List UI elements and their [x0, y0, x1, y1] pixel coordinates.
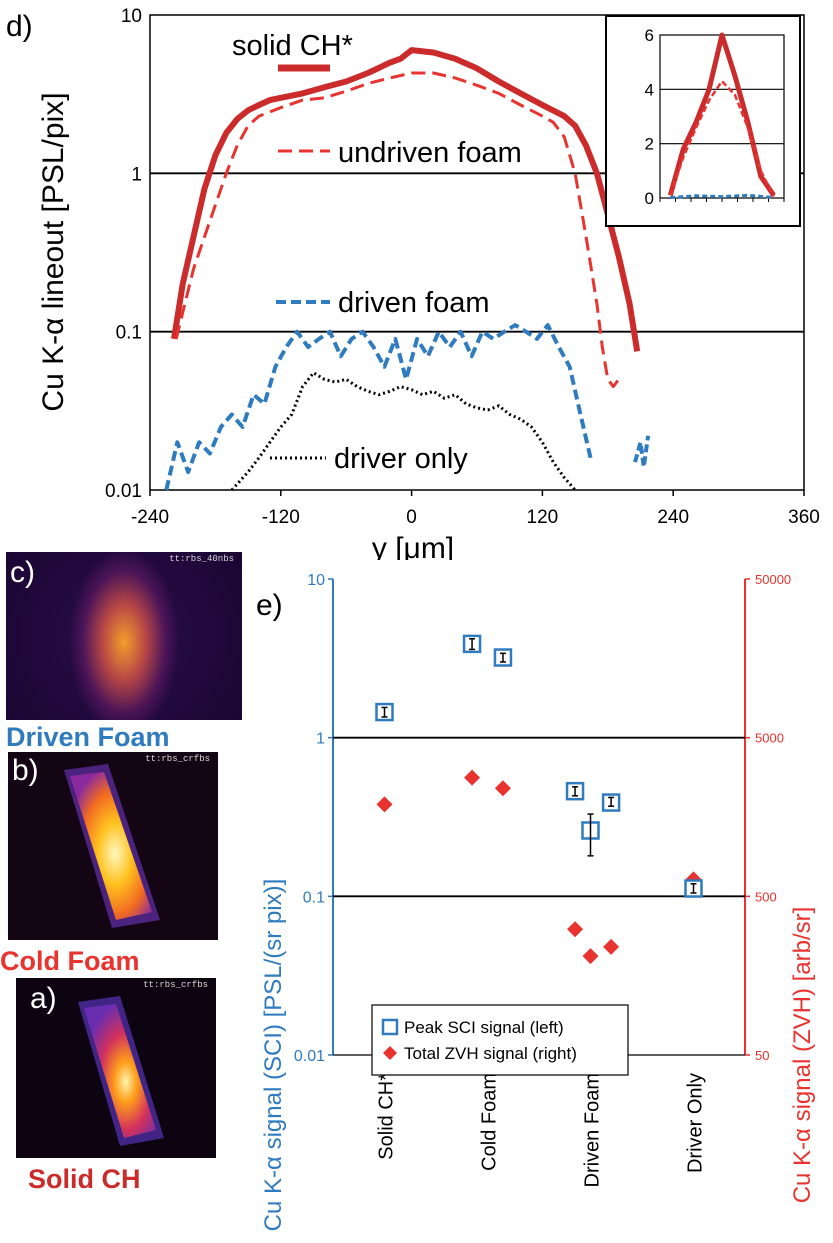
zvh-point	[582, 948, 599, 965]
panel-a-label: a)	[30, 982, 57, 1015]
panel-b-label: b)	[12, 754, 39, 787]
category-label: Driver Only	[685, 1073, 707, 1173]
legend-sci-marker	[381, 1018, 399, 1036]
x-tick-label: 360	[788, 507, 820, 528]
left-tick-label: 10	[307, 572, 325, 589]
y-tick-label: 0.1	[116, 323, 142, 344]
inset-frame	[605, 15, 801, 227]
x-tick-label: 0	[406, 507, 417, 528]
image-b-tag: tt:rbs_crfbs	[145, 754, 210, 764]
inset-y-tick-label: 0	[645, 189, 654, 208]
category-label: Cold Foam	[479, 1073, 501, 1171]
panel-d-xlabel: y [μm]	[372, 532, 454, 560]
legend-driven-label: driven foam	[338, 287, 490, 319]
panel-e-ylabel-right: Cu K-α signal (ZVH) [arb/sr]	[789, 907, 816, 1204]
caption-cold-foam: Cold Foam	[0, 946, 140, 976]
caption-solid-ch: Solid CH	[28, 1164, 141, 1194]
zvh-point	[376, 796, 393, 813]
y-tick-label: 10	[121, 6, 142, 27]
plot-frame	[149, 14, 805, 491]
x-tick-label: -120	[262, 507, 300, 528]
right-tick-label: 5000	[755, 731, 784, 746]
legend-sci-label: Peak SCI signal (left)	[404, 1018, 564, 1037]
panel-e-chart: e) Cu K-α signal (SCI) [PSL/(sr pix)] Cu…	[256, 572, 816, 1232]
panel-d-label: d)	[6, 10, 33, 43]
legend-undriven-label: undriven foam	[338, 137, 522, 169]
x-tick-label: 240	[657, 507, 689, 528]
panel-d-chart: Cu K-α lineout [PSL/pix] 10 1 0.1 0.01 -240 -…	[37, 6, 820, 560]
y-tick-label: 1	[131, 164, 142, 185]
zvh-point	[464, 769, 481, 786]
x-tick-label: -240	[131, 507, 169, 528]
series-driver-only	[230, 371, 577, 492]
zvh-point	[494, 780, 511, 797]
image-a-tag: tt:rbs_crfbs	[143, 980, 208, 990]
panel-e-ylabel-left: Cu K-α signal (SCI) [PSL/(sr pix)]	[260, 879, 287, 1232]
inset-series-undriven-foam	[669, 79, 775, 198]
series-solid-ch	[171, 47, 641, 352]
image-cold-foam: tt:rbs_crfbs	[8, 752, 218, 940]
category-label: Solid CH*	[376, 1073, 398, 1160]
y-tick-label: 0.01	[105, 481, 142, 502]
image-solid-ch: tt:rbs_crfbs	[16, 978, 216, 1158]
left-tick-label: 1	[316, 731, 325, 748]
caption-driven-foam: Driven Foam	[6, 722, 170, 752]
left-tick-label: 0.1	[303, 889, 325, 906]
left-tick-label: 0.01	[294, 1048, 325, 1065]
x-tick-label: 120	[527, 507, 559, 528]
series-driven-foam-tail	[633, 435, 651, 468]
panel-e-legend	[371, 1004, 629, 1076]
category-label: Driven Foam	[582, 1073, 604, 1187]
legend-zvh-label: Total ZVH signal (right)	[404, 1044, 577, 1063]
inset-y-tick-label: 4	[645, 80, 654, 99]
legend-driver-label: driver only	[334, 443, 468, 475]
inset-y-tick-label: 2	[645, 135, 654, 154]
legend-zvh-marker	[383, 1046, 397, 1060]
series-driven-foam	[164, 323, 594, 491]
inset-y-tick-label: 6	[645, 26, 654, 45]
zvh-point	[567, 921, 584, 938]
panel-e-label: e)	[256, 589, 283, 622]
legend-solid-label: solid CH*	[232, 30, 353, 62]
right-tick-label: 50	[755, 1048, 769, 1063]
panel-d-ylabel: Cu K-α lineout [PSL/pix]	[37, 92, 70, 411]
panel-c-label: c)	[10, 556, 35, 589]
right-tick-label: 50000	[755, 572, 791, 587]
inset-series-driven-foam	[670, 193, 774, 199]
series-undriven-foam	[174, 71, 620, 389]
right-tick-label: 500	[755, 889, 777, 904]
zvh-point	[603, 938, 620, 955]
image-driven-foam: tt:rbs_40nbs	[6, 552, 242, 720]
image-c-tag: tt:rbs_40nbs	[169, 554, 234, 564]
